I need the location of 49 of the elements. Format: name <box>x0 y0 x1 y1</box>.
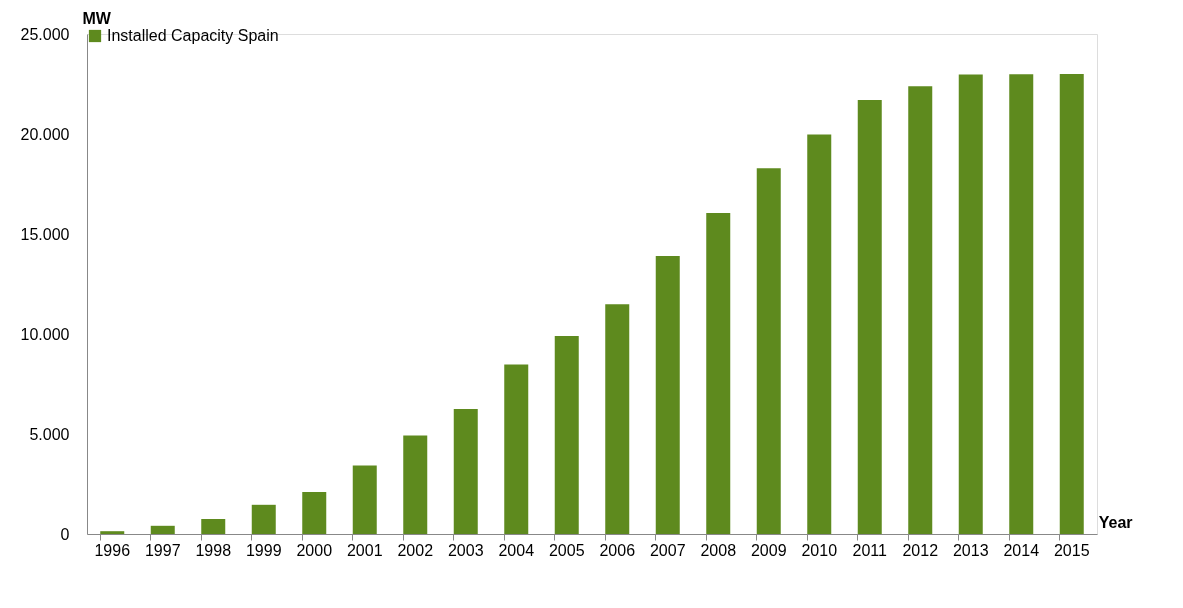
bar <box>857 100 882 534</box>
x-tick-label: 2005 <box>548 541 585 559</box>
bar <box>756 168 781 534</box>
y-tick-label: 15.000 <box>20 225 70 243</box>
bar <box>352 465 377 534</box>
x-tick-label: 2003 <box>447 541 484 559</box>
x-tick-label: 2010 <box>801 541 838 559</box>
legend-label: Installed Capacity Spain <box>107 27 279 44</box>
bar <box>706 213 731 534</box>
y-tick-label: 20.000 <box>20 125 70 143</box>
x-tick-label: 1996 <box>94 541 131 559</box>
bar <box>1059 74 1084 534</box>
bar <box>302 492 327 534</box>
y-tick-label: 0 <box>60 525 70 543</box>
bar <box>201 519 226 534</box>
bar <box>655 256 680 534</box>
x-tick-label: 2012 <box>902 541 939 559</box>
x-tick-label: 2007 <box>649 541 686 559</box>
x-tick-label: 2000 <box>296 541 333 559</box>
x-tick-label: 2009 <box>750 541 787 559</box>
bar <box>554 336 579 534</box>
x-tick-label: 2002 <box>397 541 434 559</box>
x-tick-label: 2013 <box>952 541 989 559</box>
x-tick-label: 2008 <box>700 541 737 559</box>
bar <box>605 304 630 534</box>
bar <box>453 409 478 534</box>
bar <box>958 74 983 534</box>
x-tick-label: 1998 <box>195 541 232 559</box>
bar <box>403 435 428 534</box>
x-tick-label: 2004 <box>498 541 535 559</box>
bar <box>251 504 276 534</box>
y-axis-title: MW <box>82 9 112 27</box>
x-tick-label: 1997 <box>144 541 181 559</box>
y-tick-label: 10.000 <box>20 325 70 343</box>
x-tick-label: 2011 <box>852 541 888 559</box>
bar <box>807 134 832 534</box>
x-tick-label: 2014 <box>1003 541 1040 559</box>
bar <box>504 364 529 534</box>
bar <box>1009 74 1034 534</box>
bar <box>908 86 933 534</box>
x-tick-label: 2006 <box>599 541 636 559</box>
bar <box>100 531 125 534</box>
x-tick-label: 2015 <box>1053 541 1090 559</box>
x-tick-label: 2001 <box>346 541 383 559</box>
y-tick-label: 5.000 <box>29 425 70 443</box>
x-tick-label: 1999 <box>245 541 282 559</box>
bar <box>150 525 175 534</box>
x-axis-title: Year <box>1098 513 1133 531</box>
y-tick-label: 25.000 <box>20 25 70 43</box>
